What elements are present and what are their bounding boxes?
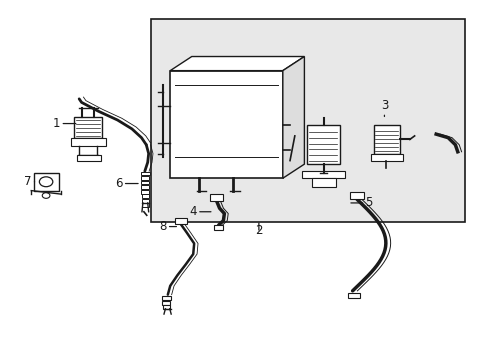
Bar (306, 125, 340, 164)
Bar (373, 125, 399, 154)
Bar (371, 154, 402, 161)
Text: 6: 6 (115, 177, 138, 190)
Bar (175, 219, 186, 224)
Bar (77, 154, 101, 161)
Text: 4: 4 (189, 205, 210, 218)
Bar (34, 173, 59, 190)
Bar (141, 181, 149, 184)
Text: 2: 2 (255, 223, 262, 237)
Bar (162, 301, 170, 305)
Text: 1: 1 (53, 117, 76, 130)
Text: 3: 3 (380, 99, 387, 117)
Bar (347, 293, 359, 298)
Text: 5: 5 (350, 197, 372, 210)
Bar (142, 194, 149, 198)
Bar (213, 225, 223, 230)
Bar (142, 199, 148, 203)
Bar (170, 71, 282, 178)
Bar (311, 178, 335, 187)
Bar (70, 138, 106, 147)
Bar (209, 194, 223, 201)
Bar (141, 171, 149, 175)
Text: 8: 8 (159, 220, 176, 233)
Bar (141, 190, 149, 194)
Bar (74, 117, 102, 138)
Bar (141, 176, 149, 180)
Bar (162, 296, 170, 300)
Text: 7: 7 (24, 175, 35, 188)
Bar (302, 171, 345, 178)
Polygon shape (170, 57, 304, 71)
Bar (141, 185, 149, 189)
Bar (151, 19, 464, 222)
Bar (349, 192, 364, 199)
Polygon shape (282, 57, 304, 178)
Bar (142, 203, 148, 207)
Bar (162, 305, 170, 309)
